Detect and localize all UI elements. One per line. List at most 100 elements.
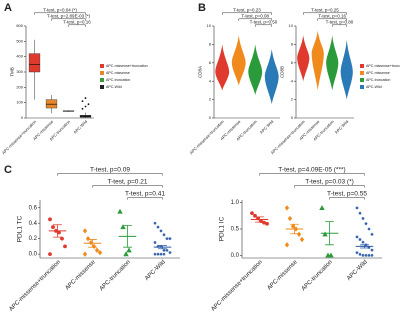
legend-swatch xyxy=(100,71,104,75)
significance-bracket xyxy=(332,24,347,27)
significance-label: T-test, p=0.08 xyxy=(241,14,269,19)
significance-label: T-test, p=0.50 xyxy=(250,20,278,25)
x-tick-label: APC-Wild xyxy=(72,119,88,135)
significance-label: T-test, p=0.21 xyxy=(108,179,148,186)
data-point xyxy=(367,227,371,231)
violin xyxy=(311,30,324,91)
x-tick-label: APC-Wild xyxy=(144,259,167,282)
violin xyxy=(326,35,339,91)
y-tick-label: 8 xyxy=(209,41,212,46)
data-point xyxy=(159,252,163,256)
significance-bracket xyxy=(34,12,86,15)
x-tick-label: APC-missense+truncation xyxy=(210,259,263,312)
legend-label: APC-truncation xyxy=(106,78,130,82)
y-axis-label: CD8B xyxy=(280,66,285,78)
data-point xyxy=(162,233,166,237)
panel-label: C xyxy=(4,164,12,176)
data-point xyxy=(97,249,103,256)
data-point xyxy=(296,231,302,237)
significance-bracket xyxy=(51,18,86,21)
data-point xyxy=(361,216,365,220)
y-tick-label: 10 xyxy=(289,23,294,28)
significance-bracket xyxy=(294,185,365,188)
data-point xyxy=(156,225,160,229)
data-point xyxy=(367,245,371,249)
error-bar xyxy=(325,221,334,246)
box xyxy=(28,53,41,73)
legend-label: APC-missense xyxy=(106,71,130,75)
x-tick-label: APC-missense xyxy=(65,259,98,292)
significance-bracket xyxy=(317,18,347,21)
y-tick-label: 10 xyxy=(207,23,212,28)
data-point xyxy=(165,237,169,241)
legend-label: APC-Wild xyxy=(106,85,122,89)
outlier xyxy=(81,107,84,110)
data-point xyxy=(48,252,52,257)
data-point xyxy=(159,244,163,248)
data-point xyxy=(364,253,368,257)
legend-swatch xyxy=(360,85,364,89)
data-point xyxy=(358,211,362,215)
data-point xyxy=(120,224,126,230)
outlier xyxy=(84,97,87,99)
data-point xyxy=(370,253,374,257)
data-point xyxy=(355,251,359,255)
panel-label: A xyxy=(4,2,12,14)
x-tick-label: APC-truncation xyxy=(301,259,334,292)
data-point xyxy=(162,252,166,256)
data-point xyxy=(94,247,100,253)
significance-bracket xyxy=(238,18,272,21)
x-tick-label: APC-missense xyxy=(267,259,300,292)
data-point xyxy=(168,251,172,255)
y-tick-label: 500 xyxy=(16,38,23,43)
y-tick-label: 4 xyxy=(209,78,212,83)
y-tick-label: 2 xyxy=(291,97,294,102)
data-point xyxy=(82,251,88,257)
data-point xyxy=(370,232,374,236)
y-tick-label: 400 xyxy=(16,54,23,59)
significance-bracket xyxy=(92,185,163,188)
legend-label: APC-missense+truncation xyxy=(366,64,400,68)
y-tick-label: 300 xyxy=(16,69,23,74)
outlier xyxy=(87,103,90,106)
y-tick-label: 0 xyxy=(209,115,212,120)
data-point xyxy=(156,244,160,248)
legend-swatch xyxy=(360,78,364,82)
error-bar xyxy=(123,225,132,248)
error-bar xyxy=(360,244,369,249)
y-tick-label: 0 xyxy=(291,115,294,120)
y-axis-label: PDL1 TC xyxy=(16,215,23,242)
significance-label: T-test, p=0.09 xyxy=(90,167,130,174)
significance-label: T-test, p=0.25 xyxy=(311,8,339,13)
data-point xyxy=(126,247,132,253)
significance-bracket xyxy=(255,24,272,27)
significance-label: T-test, p=4.09E-05 (***) xyxy=(278,167,345,174)
y-tick-label: 100 xyxy=(16,100,23,105)
legend-swatch xyxy=(100,78,104,82)
significance-bracket xyxy=(57,173,163,176)
legend-label: APC-missense xyxy=(366,71,390,75)
data-point xyxy=(284,205,290,211)
significance-label: T-test, p=0.23 xyxy=(233,8,261,13)
outlier xyxy=(81,100,84,103)
x-tick-label: APC-truncation xyxy=(99,259,132,292)
error-bar xyxy=(53,224,62,238)
data-point xyxy=(287,215,293,222)
violin xyxy=(340,39,353,100)
data-point xyxy=(299,236,305,243)
significance-label: T-test, p=0.80 xyxy=(326,20,354,25)
data-point xyxy=(265,221,269,226)
significance-label: T-test, p=0.03 (*) xyxy=(305,179,354,186)
y-tick-label: 0.0 xyxy=(29,252,38,258)
legend-swatch xyxy=(360,71,364,75)
y-tick-label: 200 xyxy=(16,84,23,89)
legend-swatch xyxy=(100,85,104,89)
y-tick-label: 0.4 xyxy=(29,221,38,227)
violin xyxy=(264,49,279,105)
y-tick-label: 600 xyxy=(16,23,23,28)
data-point xyxy=(250,211,254,216)
violin xyxy=(231,35,246,86)
significance-bracket xyxy=(127,197,163,200)
data-point xyxy=(165,248,169,252)
data-point xyxy=(358,238,362,242)
